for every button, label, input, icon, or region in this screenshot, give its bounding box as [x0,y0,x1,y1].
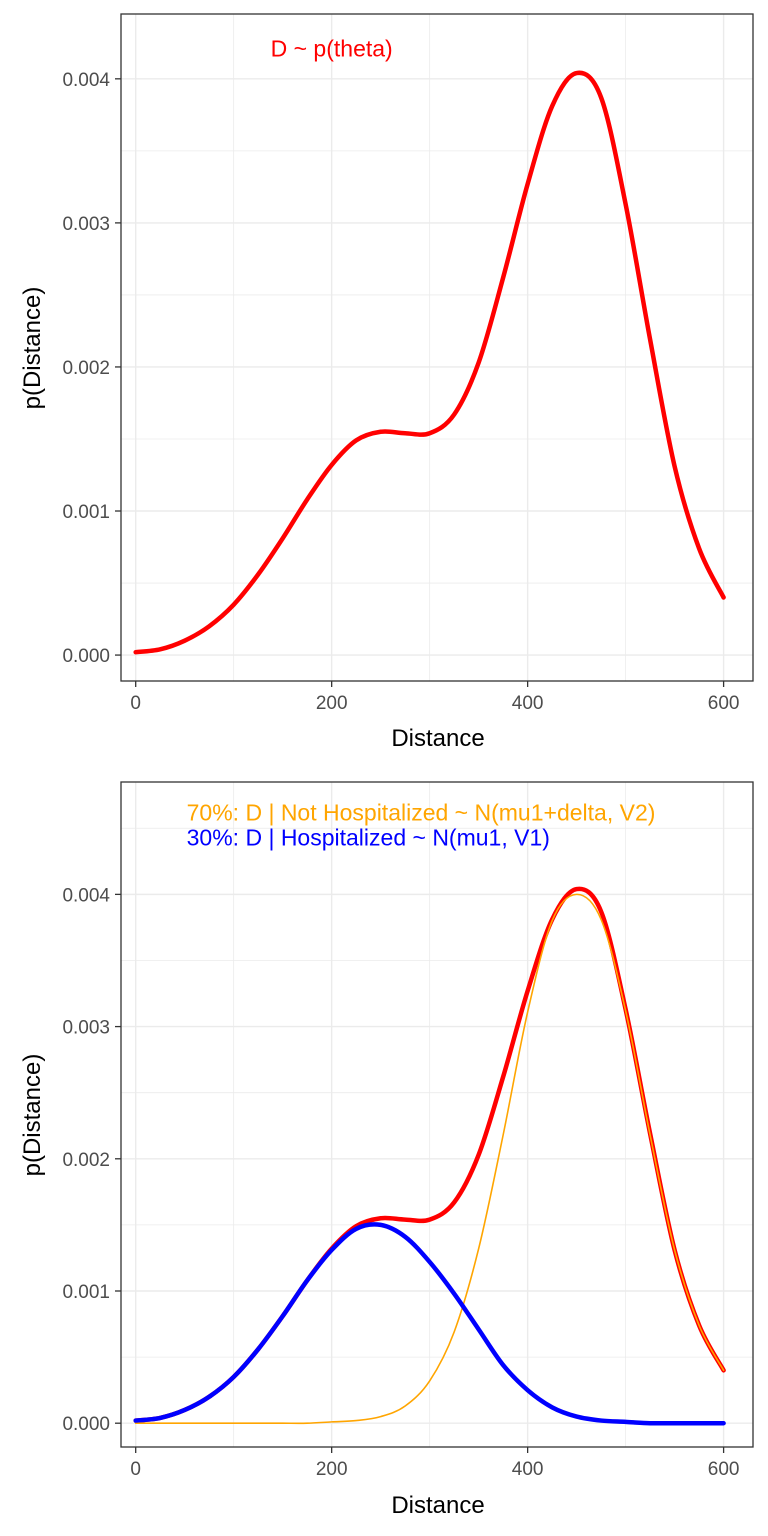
chart-annotation: 70%: D | Not Hospitalized ~ N(mu1+delta,… [187,799,656,825]
x-axis-title: Distance [391,1492,484,1519]
y-tick-label: 0.004 [62,885,110,906]
chart-annotation: 30%: D | Hospitalized ~ N(mu1, V1) [187,825,550,851]
y-tick-label: 0.003 [62,1018,110,1039]
y-tick-label: 0.000 [62,1414,110,1435]
y-tick-label: 0.001 [62,502,110,523]
y-tick-label: 0.001 [62,1282,110,1303]
series-line-1 [133,70,726,655]
plot-border [120,781,754,1448]
x-tick-label: 600 [708,693,740,714]
series-line-3 [133,1222,726,1426]
x-tick-label: 200 [316,693,348,714]
plot-background [121,14,753,681]
plot-border [120,13,754,682]
x-tick-label: 400 [512,693,544,714]
x-tick-label: 400 [512,1459,544,1480]
y-tick-label: 0.002 [62,358,110,379]
x-tick-label: 600 [708,1459,740,1480]
y-tick-label: 0.004 [62,70,110,91]
chart-annotation: D ~ p(theta) [271,36,393,62]
plot-background [121,782,753,1447]
y-axis-title: p(Distance) [19,287,46,410]
x-tick-label: 200 [316,1459,348,1480]
series-line-2 [134,893,725,1425]
x-tick-label: 0 [130,1459,141,1480]
chart-panel-1: 0 200 400 600 0.000 0.001 0.002 0.003 0.004 Dista… [19,13,754,752]
y-tick-label: 0.003 [62,214,110,235]
x-tick-label: 0 [130,693,141,714]
x-axis-title: Distance [391,725,484,752]
y-axis-title: p(Distance) [19,1054,46,1177]
y-tick-label: 0.000 [62,646,110,667]
y-tick-label: 0.002 [62,1150,110,1171]
chart-panel-2: 0 200 400 600 0.000 0.001 0.002 0.003 0.004 Dista… [19,781,754,1519]
